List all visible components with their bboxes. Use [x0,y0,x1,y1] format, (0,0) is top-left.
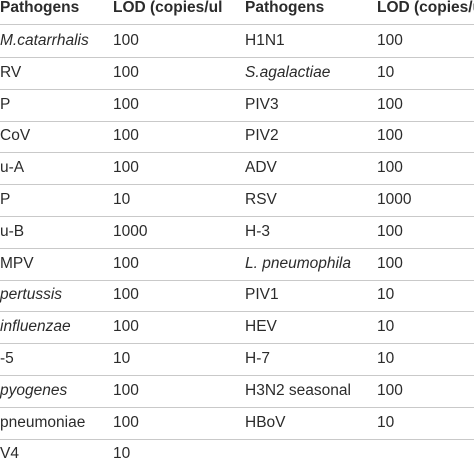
header-pathogens-1: Pathogens [0,0,80,16]
lod-cell: 1000 [113,222,148,240]
row-divider [0,247,474,249]
lod-cell: 10 [377,318,395,336]
pathogen-cell: MPV [0,254,34,272]
lod-cell: 100 [113,381,139,399]
lod-cell: 100 [377,32,403,49]
lod-cell: 100 [113,318,139,336]
pathogen-cell: pyogenes [0,381,68,399]
lod-cell: 100 [377,381,403,399]
row-divider [0,279,474,281]
lod-cell: 100 [377,127,403,145]
pathogen-cell: RV [0,63,22,81]
lod-cell: 100 [113,32,139,49]
pathogen-cell: P [0,191,11,208]
header-lod-1: LOD (copies/ul [113,0,223,16]
pathogen-cell: L. pneumophila [245,254,351,272]
header-lod-2: LOD (copies/ul [377,0,474,16]
row-divider [0,216,474,217]
row-divider [0,57,474,58]
row-divider [0,343,474,345]
lod-cell: 10 [113,191,131,208]
pathogen-cell: S.agalactiae [245,63,331,81]
lod-cell: 1000 [377,191,412,208]
pathogen-cell: M.catarrhalis [0,32,89,49]
pathogen-cell: -5 [0,350,14,367]
pathogen-cell: H-7 [245,350,270,367]
lod-cell: 10 [377,63,395,81]
lod-cell: 100 [377,95,403,113]
pathogen-cell: u-A [0,159,25,177]
pathogen-cell: HEV [245,318,277,336]
pathogen-cell: pneumoniae [0,413,86,431]
pathogen-cell: PIV1 [245,286,279,304]
row-divider [0,311,474,313]
row-divider [0,375,474,376]
lod-cell: 10 [377,413,395,431]
lod-cell: 100 [113,95,139,113]
row-divider [0,184,474,186]
pathogen-cell: HBoV [245,413,286,431]
lod-cell: 100 [377,254,403,272]
pathogen-cell: H-3 [245,222,270,240]
pathogen-cell: H3N2 seasonal [245,381,351,399]
lod-cell: 10 [113,445,131,463]
lod-cell: 10 [113,350,131,367]
lod-cell: 100 [113,127,139,145]
pathogen-cell: CoV [0,127,31,145]
pathogen-cell: V4 [0,445,19,463]
pathogen-cell: influenzae [0,318,71,336]
lod-cell: 100 [113,254,139,272]
pathogen-cell: P [0,95,11,113]
pathogen-cell: PIV3 [245,95,279,113]
lod-cell: 100 [113,159,139,177]
pathogen-cell: pertussis [0,286,63,304]
pathogen-cell: PIV2 [245,127,279,145]
row-divider [0,120,474,122]
lod-cell: 100 [113,286,139,304]
pathogen-cell: ADV [245,159,277,177]
lod-cell: 100 [377,222,403,240]
row-divider [0,438,474,440]
lod-cell: 100 [113,63,139,81]
row-divider [0,88,474,90]
lod-cell: 100 [113,413,139,431]
row-divider [0,152,474,154]
pathogen-cell: RSV [245,191,277,208]
pathogen-cell: u-B [0,222,25,240]
lod-cell: 10 [377,350,395,367]
pathogen-cell: H1N1 [245,32,285,49]
row-divider [0,406,474,408]
header-pathogens-2: Pathogens [245,0,325,16]
lod-cell: 100 [377,159,403,177]
header-divider [0,24,474,25]
lod-cell: 10 [377,286,395,304]
